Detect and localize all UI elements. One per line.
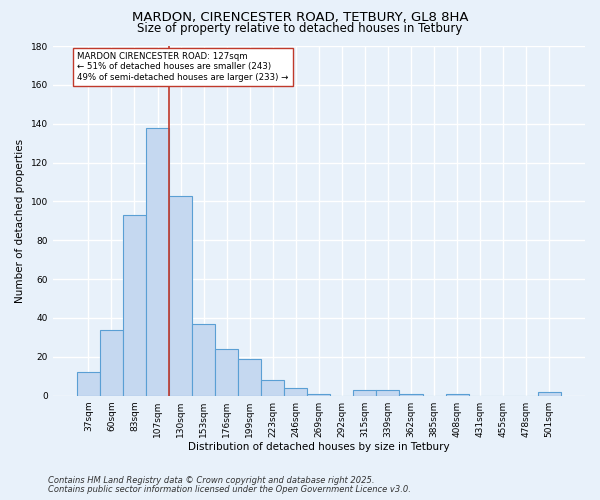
Bar: [376, 390, 400, 396]
X-axis label: Distribution of detached houses by size in Tetbury: Distribution of detached houses by size …: [188, 442, 449, 452]
Bar: [192, 324, 215, 396]
Text: Size of property relative to detached houses in Tetbury: Size of property relative to detached ho…: [137, 22, 463, 35]
Bar: [307, 394, 331, 396]
Bar: [284, 388, 307, 396]
Bar: [238, 359, 261, 396]
Bar: [146, 128, 169, 396]
Text: Contains HM Land Registry data © Crown copyright and database right 2025.: Contains HM Land Registry data © Crown c…: [48, 476, 374, 485]
Text: MARDON, CIRENCESTER ROAD, TETBURY, GL8 8HA: MARDON, CIRENCESTER ROAD, TETBURY, GL8 8…: [132, 11, 468, 24]
Bar: [169, 196, 192, 396]
Bar: [446, 394, 469, 396]
Bar: [123, 215, 146, 396]
Bar: [77, 372, 100, 396]
Bar: [100, 330, 123, 396]
Bar: [261, 380, 284, 396]
Text: MARDON CIRENCESTER ROAD: 127sqm
← 51% of detached houses are smaller (243)
49% o: MARDON CIRENCESTER ROAD: 127sqm ← 51% of…: [77, 52, 289, 82]
Bar: [353, 390, 376, 396]
Bar: [400, 394, 422, 396]
Bar: [215, 349, 238, 396]
Text: Contains public sector information licensed under the Open Government Licence v3: Contains public sector information licen…: [48, 484, 411, 494]
Y-axis label: Number of detached properties: Number of detached properties: [15, 139, 25, 303]
Bar: [538, 392, 561, 396]
